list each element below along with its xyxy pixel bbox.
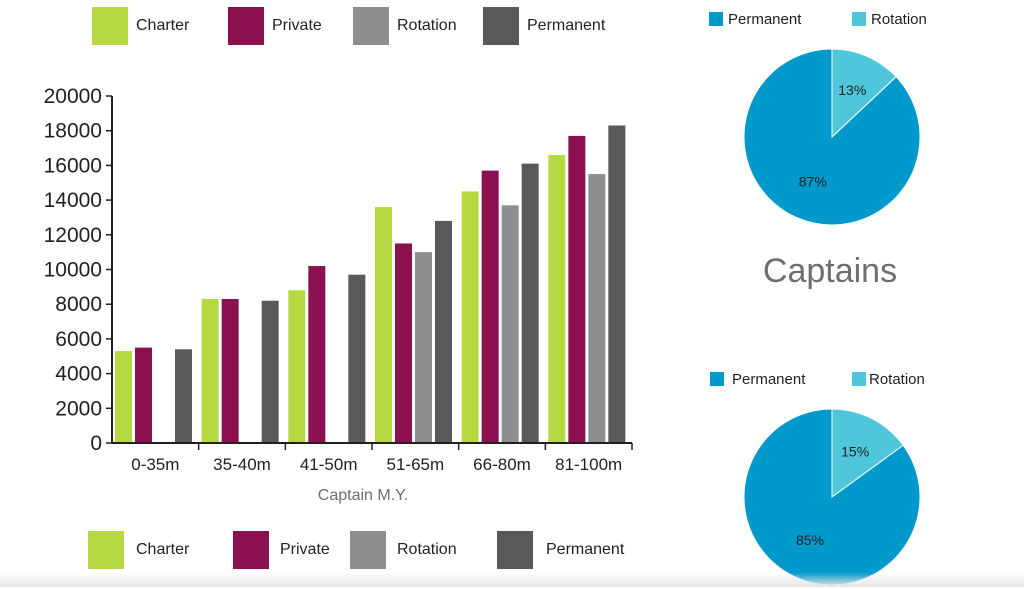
pie-top-legend-rotation: Rotation	[852, 10, 927, 28]
pie-top-legend: Permanent Rotation	[709, 10, 949, 28]
x-tick-label: 0-35m	[131, 455, 179, 474]
bar-charter-0-35m	[115, 351, 132, 443]
top-legend: Charter Private Rotation Permanent	[92, 7, 652, 47]
pie-bottom-legend-swatch-permanent	[710, 372, 724, 386]
bottom-legend-item-private: Private	[233, 531, 330, 569]
bottom-fade	[0, 572, 1024, 587]
legend-item-private: Private	[228, 7, 322, 45]
bottom-legend-item-rotation: Rotation	[350, 531, 457, 569]
y-tick-label: 16000	[44, 154, 102, 177]
bottom-legend-label-rotation: Rotation	[397, 541, 457, 558]
legend-label-rotation: Rotation	[397, 17, 457, 34]
pie-bottom-legend-swatch-rotation	[852, 372, 866, 386]
pie-top-legend-label-rotation: Rotation	[871, 10, 927, 28]
bottom-legend-swatch-charter	[88, 531, 124, 569]
legend-item-charter: Charter	[92, 7, 189, 45]
pie-bottom-legend-label-rotation: Rotation	[869, 370, 925, 388]
y-tick-label: 0	[90, 432, 102, 455]
legend-swatch-rotation	[353, 7, 389, 45]
legend-item-permanent: Permanent	[483, 7, 605, 45]
section-title: Captains	[762, 252, 898, 290]
bar-permanent-35-40m	[261, 300, 279, 443]
bar-charter-41-50m	[288, 290, 306, 443]
pie-slice-rotation	[831, 408, 904, 498]
y-tick-label: 14000	[44, 189, 102, 212]
bar-rotation-81-100m	[588, 174, 606, 443]
x-tick-label: 81-100m	[555, 455, 622, 474]
bar-rotation-51-65m	[415, 252, 432, 443]
pie-label-rotation: 15%	[841, 444, 869, 460]
pie-bottom-legend: Permanent Rotation	[710, 370, 950, 388]
pie-top-legend-permanent: Permanent	[709, 10, 801, 28]
bar-permanent-0-35m	[175, 349, 192, 443]
y-tick-label: 6000	[55, 328, 102, 351]
legend-label-private: Private	[272, 17, 322, 34]
y-tick-label: 2000	[55, 397, 102, 420]
legend-label-charter: Charter	[136, 17, 190, 34]
pie-label-permanent: 85%	[796, 532, 824, 548]
bar-permanent-66-80m	[521, 163, 539, 444]
y-tick-label: 10000	[44, 259, 102, 282]
legend-swatch-permanent	[483, 7, 519, 45]
bar-private-35-40m	[221, 298, 239, 443]
x-tick-label: 35-40m	[213, 455, 271, 474]
pie-label-permanent: 87%	[799, 173, 827, 189]
bottom-legend: Charter Private Rotation Permanent	[88, 531, 648, 571]
bottom-legend-item-permanent: Permanent	[497, 531, 624, 569]
y-tick-label: 8000	[55, 293, 102, 316]
bar-private-81-100m	[568, 135, 586, 443]
pie-top-legend-label-permanent: Permanent	[728, 10, 802, 28]
pie-label-rotation: 13%	[838, 82, 866, 98]
pie-slice-permanent	[743, 48, 921, 226]
y-tick-label: 18000	[44, 120, 102, 143]
pie-bottom-legend-label-permanent: Permanent	[732, 370, 806, 388]
x-tick-label: 41-50m	[300, 455, 358, 474]
bar-charter-51-65m	[375, 207, 392, 443]
bottom-legend-swatch-private	[233, 531, 269, 569]
bottom-legend-label-private: Private	[280, 541, 330, 558]
bar-rotation-66-80m	[501, 205, 519, 443]
bar-charter-66-80m	[461, 191, 479, 443]
y-tick-label: 12000	[44, 224, 102, 247]
bottom-legend-label-charter: Charter	[136, 541, 190, 558]
bar-chart: 0 2000 4000 6000 8000 10000 12000 14000 16000 180…	[44, 85, 633, 504]
bar-private-41-50m	[308, 266, 326, 443]
bar-charter-35-40m	[201, 298, 219, 443]
pie-slice-rotation	[831, 48, 897, 139]
pie-bottom-legend-permanent: Permanent	[710, 370, 805, 388]
bottom-legend-swatch-permanent	[497, 531, 533, 569]
y-tick-label: 4000	[55, 363, 102, 386]
pie-chart-top: 13% 87%	[743, 48, 921, 226]
legend-swatch-private	[228, 7, 264, 45]
bar-permanent-81-100m	[608, 125, 626, 444]
bar-private-66-80m	[481, 170, 499, 444]
bottom-legend-label-permanent: Permanent	[546, 541, 625, 558]
legend-label-permanent: Permanent	[527, 17, 606, 34]
bar-private-0-35m	[135, 347, 152, 443]
x-axis-title: Captain M.Y.	[318, 487, 408, 504]
bar-private-51-65m	[395, 243, 412, 443]
bar-permanent-51-65m	[435, 220, 452, 443]
legend-item-rotation: Rotation	[353, 7, 457, 45]
legend-swatch-charter	[92, 7, 128, 45]
y-tick-label: 20000	[44, 85, 102, 108]
pie-top-legend-swatch-permanent	[709, 12, 723, 26]
x-tick-label: 66-80m	[473, 455, 531, 474]
bar-charter-81-100m	[548, 154, 566, 444]
bar-permanent-41-50m	[348, 274, 366, 443]
bottom-legend-swatch-rotation	[350, 531, 386, 569]
pie-bottom-legend-rotation: Rotation	[852, 370, 925, 388]
bottom-legend-item-charter: Charter	[88, 531, 189, 569]
x-tick-label: 51-65m	[387, 455, 445, 474]
pie-top-legend-swatch-rotation	[852, 12, 866, 26]
pie-chart-bottom: 15% 85%	[743, 408, 921, 586]
